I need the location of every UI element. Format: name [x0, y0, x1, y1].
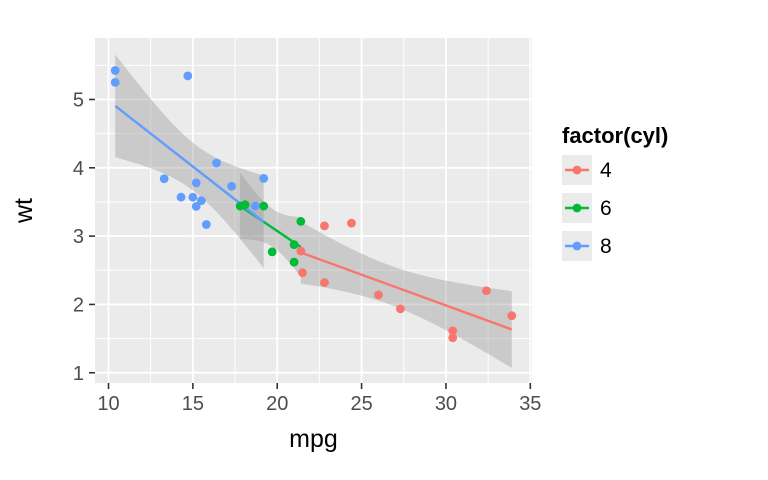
data-point-cyl-4: [482, 286, 491, 296]
data-point-cyl-6: [235, 201, 245, 211]
data-point-cyl-4: [374, 290, 383, 300]
data-point-cyl-4: [320, 221, 329, 231]
confidence-band-cyl-4: [300, 221, 512, 368]
axes: 10 15 20 25 30 35 1 2 3 4 5 mpg wt: [10, 89, 541, 453]
data-point-cyl-4: [448, 326, 458, 336]
data-point-cyl-4: [298, 268, 307, 278]
data-point-cyl-4: [296, 246, 306, 256]
data-point-cyl-8: [191, 202, 201, 211]
data-point-cyl-8: [188, 192, 198, 202]
confidence-bands: [115, 54, 512, 368]
x-tick-label: 15: [182, 393, 204, 415]
legend-key-point: [572, 165, 582, 175]
y-tick-label: 2: [73, 294, 84, 316]
data-point-cyl-8: [259, 173, 269, 183]
data-points: [110, 66, 517, 343]
legend-key-point: [572, 241, 582, 251]
regression-line-cyl-4: [300, 251, 513, 331]
data-point-cyl-8: [212, 158, 221, 168]
data-point-cyl-4: [507, 311, 517, 321]
legend-label-cyl-6: 6: [600, 197, 612, 220]
data-point-cyl-4: [320, 278, 329, 287]
data-point-cyl-4: [448, 333, 458, 343]
data-point-cyl-6: [267, 247, 277, 257]
data-point-cyl-8: [250, 201, 260, 211]
y-axis-title: wt: [10, 198, 38, 224]
data-point-cyl-6: [259, 201, 269, 211]
legend-label-cyl-8: 8: [600, 235, 612, 258]
y-tick-label: 4: [73, 158, 84, 180]
legend: factor(cyl) 4 6 8: [562, 123, 668, 261]
data-point-cyl-8: [196, 196, 206, 205]
gridlines: [95, 38, 532, 383]
data-point-cyl-8: [176, 192, 186, 202]
data-point-cyl-8: [191, 178, 201, 188]
data-point-cyl-8: [110, 78, 120, 87]
data-point-cyl-6: [296, 217, 306, 226]
x-tick-label: 25: [350, 393, 372, 415]
x-tick-label: 10: [97, 393, 119, 415]
legend-label-cyl-4: 4: [600, 159, 612, 182]
data-point-cyl-8: [159, 174, 169, 184]
data-point-cyl-6: [289, 257, 299, 267]
y-tick-label: 5: [73, 89, 84, 111]
data-point-cyl-4: [347, 218, 356, 228]
plot-panel: [95, 38, 532, 383]
data-point-cyl-8: [110, 66, 120, 75]
data-point-cyl-8: [227, 181, 237, 191]
confidence-band-cyl-8: [115, 54, 264, 269]
data-point-cyl-8: [183, 71, 193, 81]
legend-title: factor(cyl): [562, 123, 668, 148]
y-tick-label: 3: [73, 226, 84, 248]
data-point-cyl-8: [201, 220, 211, 229]
data-point-cyl-6: [289, 240, 299, 250]
x-tick-label: 20: [266, 393, 288, 415]
x-axis-title: mpg: [289, 425, 338, 453]
x-tick-label: 35: [519, 393, 541, 415]
x-tick-label: 30: [435, 393, 457, 415]
legend-key-point: [572, 203, 582, 213]
y-tick-label: 1: [73, 363, 84, 385]
confidence-band-cyl-6: [240, 172, 301, 278]
data-point-cyl-4: [395, 304, 405, 314]
